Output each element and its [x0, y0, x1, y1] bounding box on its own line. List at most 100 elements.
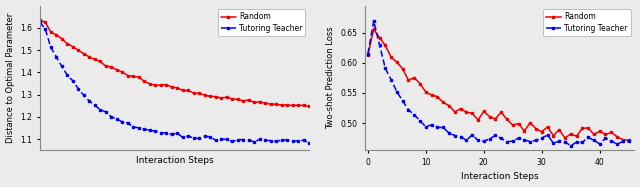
Random	[457, 108, 465, 110]
Random	[124, 74, 132, 77]
Tutoring Teacher	[416, 120, 424, 122]
Random	[97, 60, 104, 63]
Tutoring Teacher	[218, 138, 225, 140]
Tutoring Teacher	[480, 140, 488, 142]
Random	[190, 92, 198, 94]
Tutoring Teacher	[590, 139, 598, 141]
Random	[590, 133, 598, 136]
Tutoring Teacher	[36, 21, 44, 23]
Random	[579, 127, 586, 130]
Random	[267, 103, 275, 105]
Random	[463, 111, 470, 113]
Tutoring Teacher	[80, 94, 88, 96]
Random	[410, 76, 418, 79]
Random	[228, 98, 236, 100]
Random	[206, 95, 214, 97]
Random	[173, 87, 181, 89]
Tutoring Teacher	[234, 139, 241, 141]
Tutoring Teacher	[457, 136, 465, 138]
Tutoring Teacher	[497, 137, 505, 140]
Tutoring Teacher	[300, 139, 307, 141]
Tutoring Teacher	[503, 141, 511, 143]
Random	[245, 99, 253, 101]
Tutoring Teacher	[69, 80, 77, 82]
Tutoring Teacher	[607, 140, 615, 142]
Tutoring Teacher	[486, 138, 493, 140]
Random	[422, 91, 429, 93]
Y-axis label: Two-shot Prediction Loss: Two-shot Prediction Loss	[326, 27, 335, 129]
Tutoring Teacher	[532, 139, 540, 141]
Tutoring Teacher	[376, 44, 383, 46]
Tutoring Teacher	[74, 88, 82, 90]
Random	[250, 101, 258, 103]
Random	[305, 105, 313, 108]
Random	[602, 133, 609, 136]
Random	[613, 136, 621, 138]
Random	[300, 104, 307, 107]
Tutoring Teacher	[550, 142, 557, 144]
Tutoring Teacher	[602, 137, 609, 140]
Random	[108, 66, 115, 68]
Random	[520, 130, 528, 132]
Tutoring Teacher	[625, 140, 632, 142]
Random	[69, 45, 77, 48]
Tutoring Teacher	[201, 135, 209, 137]
Random	[163, 83, 170, 86]
Random	[261, 102, 269, 104]
Tutoring Teacher	[223, 138, 230, 140]
Tutoring Teacher	[440, 126, 447, 129]
Random	[393, 61, 401, 63]
Random	[468, 112, 476, 114]
Tutoring Teacher	[135, 127, 143, 129]
Random	[404, 79, 412, 81]
Random	[607, 131, 615, 134]
Tutoring Teacher	[278, 139, 285, 141]
Random	[140, 80, 148, 82]
Tutoring Teacher	[305, 142, 313, 144]
Random	[381, 44, 389, 47]
Tutoring Teacher	[520, 139, 528, 141]
Tutoring Teacher	[410, 114, 418, 116]
Random	[223, 96, 230, 98]
Random	[36, 19, 44, 21]
Random	[497, 111, 505, 113]
Tutoring Teacher	[113, 118, 120, 120]
Random	[113, 69, 120, 71]
Random	[74, 49, 82, 51]
Random	[179, 89, 186, 92]
Random	[532, 128, 540, 130]
Tutoring Teacher	[561, 141, 569, 143]
Tutoring Teacher	[163, 132, 170, 134]
Random	[294, 104, 302, 106]
Tutoring Teacher	[168, 133, 175, 135]
Random	[135, 76, 143, 78]
Random	[212, 96, 220, 98]
Line: Tutoring Teacher: Tutoring Teacher	[38, 21, 310, 144]
Tutoring Teacher	[474, 139, 482, 142]
Tutoring Teacher	[267, 140, 275, 142]
Line: Random: Random	[38, 19, 310, 108]
Tutoring Teacher	[146, 129, 154, 131]
Random	[52, 34, 60, 36]
Random	[370, 28, 378, 30]
Tutoring Teacher	[179, 136, 186, 139]
Tutoring Teacher	[381, 67, 389, 70]
Tutoring Teacher	[284, 139, 291, 141]
Random	[526, 122, 534, 124]
Random	[239, 100, 247, 102]
Tutoring Teacher	[206, 136, 214, 138]
Tutoring Teacher	[157, 132, 164, 134]
Tutoring Teacher	[393, 91, 401, 93]
Tutoring Teacher	[63, 74, 71, 76]
Tutoring Teacher	[579, 141, 586, 144]
Random	[42, 21, 49, 23]
Tutoring Teacher	[47, 46, 54, 48]
Tutoring Teacher	[428, 124, 435, 126]
Tutoring Teacher	[538, 137, 545, 139]
Tutoring Teacher	[184, 135, 192, 137]
Random	[486, 116, 493, 118]
Random	[509, 124, 516, 126]
Tutoring Teacher	[434, 126, 442, 128]
Tutoring Teacher	[129, 126, 137, 128]
Random	[129, 75, 137, 78]
